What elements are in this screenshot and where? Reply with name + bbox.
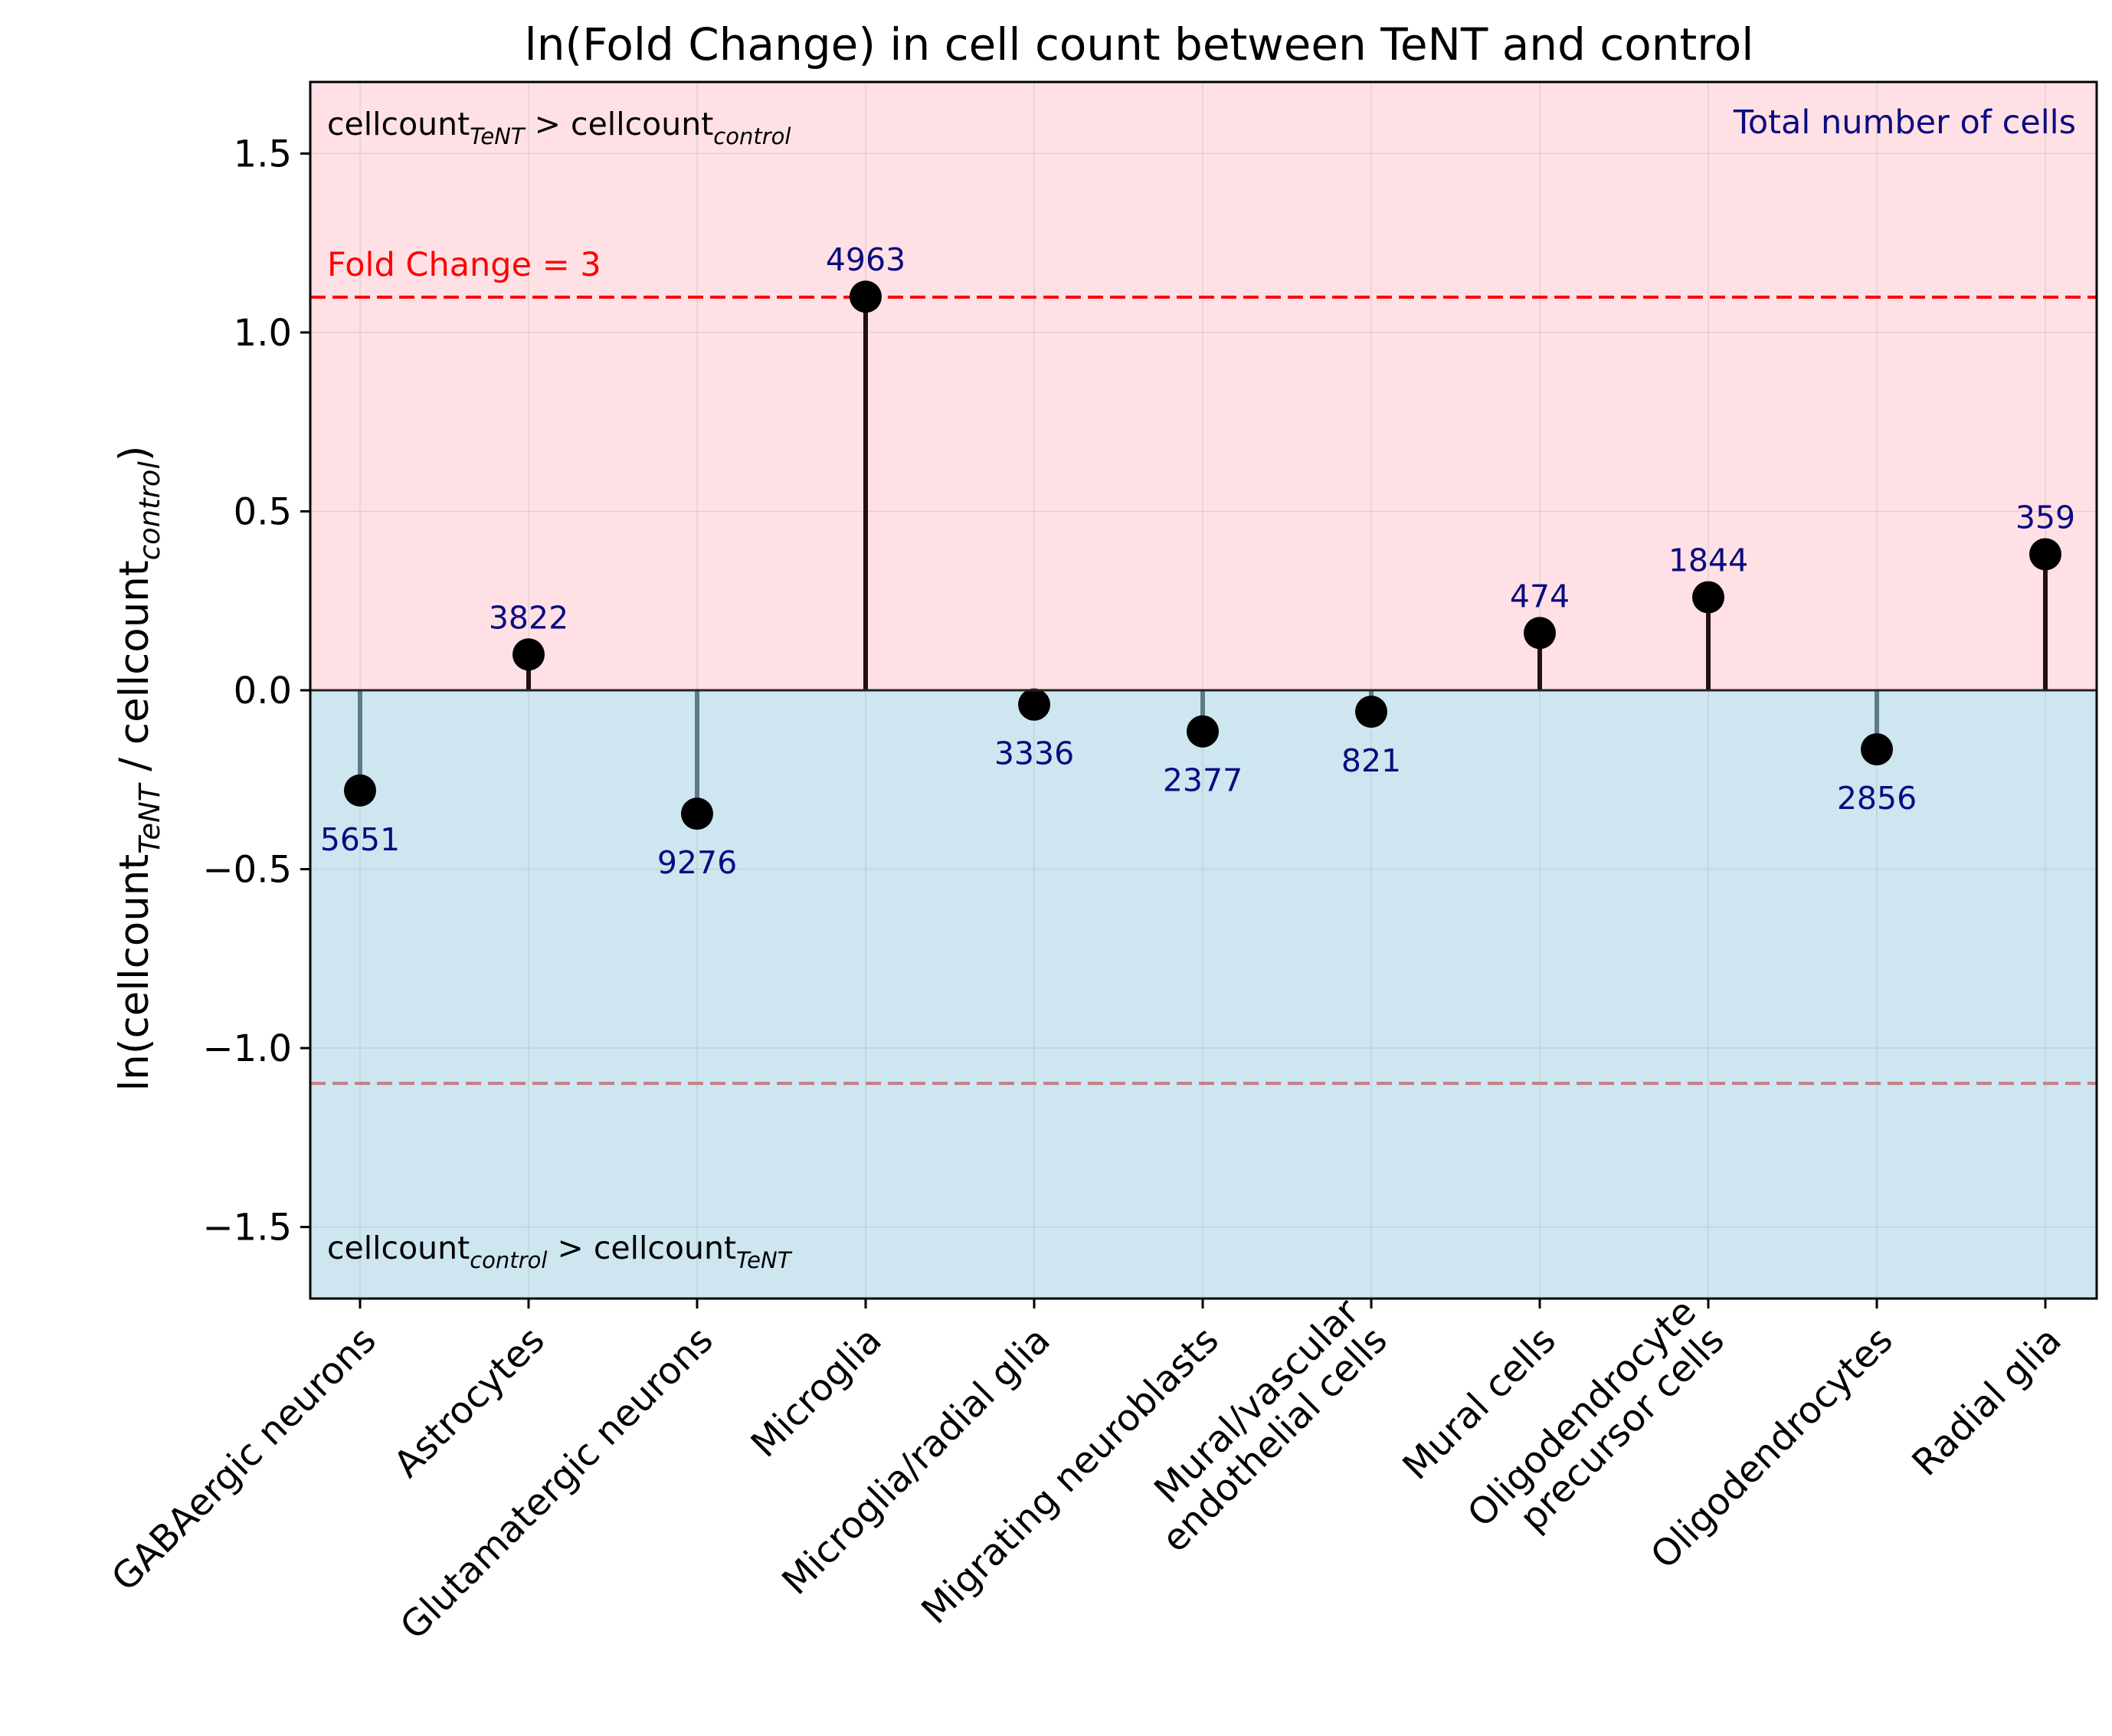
data-point (1018, 688, 1050, 721)
data-point (344, 774, 376, 807)
data-point (850, 280, 882, 313)
data-point (1524, 617, 1556, 650)
data-point (681, 798, 713, 830)
count-label: 2377 (1163, 762, 1243, 799)
region-up-fill (310, 82, 2097, 690)
region-down-sub1: control (470, 1247, 547, 1273)
chart-title: ln(Fold Change) in cell count between Te… (525, 18, 1754, 70)
region-down-main: cellcount (327, 1230, 470, 1266)
count-label: 2856 (1837, 780, 1917, 817)
y-axis-label: ln(cellcountTeNT / cellcountcontrol) (111, 446, 166, 1092)
region-down-fill (310, 690, 2097, 1299)
x-tick-label: Microglia (743, 1318, 890, 1466)
x-tick-label-line: GABAergic neurons (103, 1318, 385, 1600)
region-down-gt: > cellcount (547, 1230, 736, 1266)
region-up-label: cellcountTeNT > cellcountcontrol (327, 106, 791, 149)
ylabel-sub1: TeNT (133, 782, 166, 853)
region-down-sub2: TeNT (736, 1247, 793, 1273)
data-point (1187, 715, 1219, 748)
x-tick-label: Mural/vascularendothelial cells (1125, 1290, 1396, 1561)
x-tick-label: Astrocytes (385, 1318, 552, 1485)
count-label: 821 (1341, 742, 1401, 779)
region-up-sub1: TeNT (470, 123, 526, 149)
region-up-main: cellcount (327, 106, 470, 142)
y-tick-label: −1.0 (202, 1027, 292, 1070)
count-label: 4963 (826, 241, 905, 278)
ylabel-sub2: control (133, 461, 166, 561)
x-tick-label: Radial glia (1904, 1318, 2069, 1484)
plot-background (310, 82, 2097, 1299)
data-point (1861, 733, 1893, 766)
y-tick-label: 0.5 (234, 490, 292, 533)
count-label: 5651 (320, 821, 400, 858)
x-tick-label: GABAergic neurons (103, 1318, 385, 1600)
ylabel-prefix: ln(cellcount (111, 854, 158, 1092)
x-tick-label-line: Radial glia (1904, 1318, 2069, 1484)
markers (344, 280, 2061, 830)
threshold-lines (310, 295, 2097, 1086)
x-tick-label: Glutamatergic neurons (392, 1318, 722, 1648)
region-up-gt: > cellcount (525, 106, 714, 142)
count-labels: 5651 3822 9276 4963 3336 2377 821 474 1844 2856 35… (320, 241, 2075, 881)
count-label: 9276 (657, 844, 737, 881)
y-tick-label: 0.0 (234, 670, 292, 712)
y-tick-label: 1.0 (234, 312, 292, 355)
y-tick-label: −1.5 (202, 1207, 292, 1250)
x-tick-label-line: Glutamatergic neurons (392, 1318, 722, 1648)
count-label: 359 (2015, 500, 2075, 536)
count-label: 3822 (489, 599, 568, 636)
count-label: 474 (1510, 578, 1570, 614)
x-tick-label-line: Microglia (743, 1318, 890, 1466)
threshold-label: Fold Change = 3 (327, 246, 601, 284)
x-tick-label-line: Astrocytes (385, 1318, 552, 1485)
total-cells-note: Total number of cells (1733, 103, 2076, 142)
count-label: 1844 (1668, 542, 1748, 579)
data-point (512, 638, 545, 671)
ylabel-mid: / cellcount (111, 560, 158, 784)
count-label: 3336 (994, 735, 1074, 772)
data-point (1692, 581, 1724, 614)
y-tick-label: 1.5 (234, 133, 292, 175)
data-point (2029, 538, 2061, 571)
region-down-label: cellcountcontrol > cellcountTeNT (327, 1230, 793, 1273)
data-point (1355, 696, 1387, 729)
region-up-sub2: control (713, 123, 791, 149)
ylabel-suffix: ) (111, 446, 158, 462)
y-tick-label: −0.5 (202, 849, 292, 892)
